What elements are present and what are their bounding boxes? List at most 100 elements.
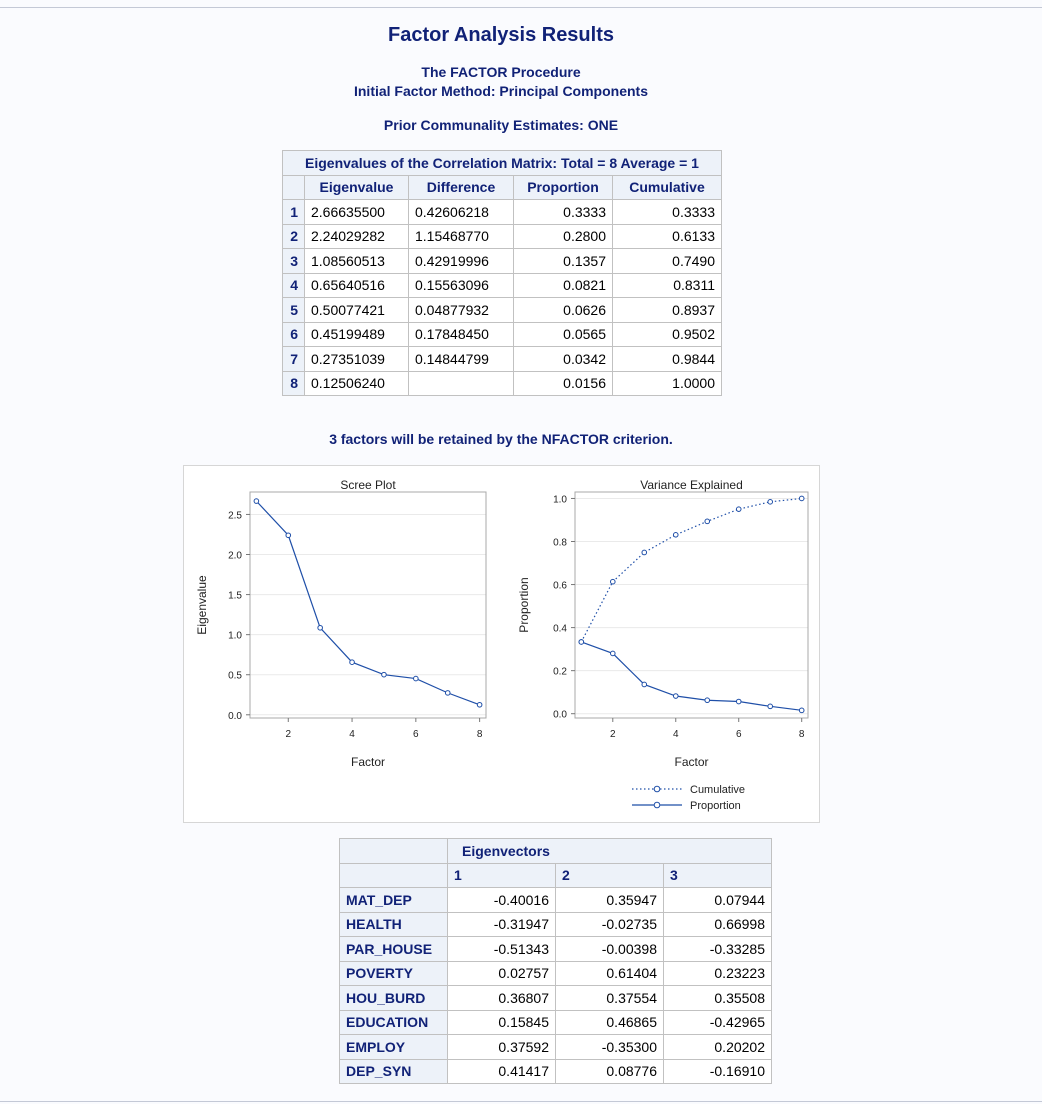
variance-plot-area	[574, 491, 809, 719]
cell-cumulative: 1.0000	[612, 370, 722, 396]
cell-eigenvalue: 0.12506240	[304, 370, 409, 396]
variance-x-tick-label: 4	[673, 729, 679, 740]
cell-factor-1: -0.31947	[447, 911, 556, 937]
cell-factor-3: -0.42965	[663, 1009, 772, 1035]
legend-proportion-label: Proportion	[690, 800, 741, 812]
eigenvectors-table: Eigenvectors 1 2 3 MAT_DEP -0.40016 0.3594…	[339, 838, 772, 1084]
scree-y-tick-label: 1.0	[228, 631, 242, 642]
cell-factor-3: -0.33285	[663, 936, 772, 962]
scree-eigenvalue-point	[349, 659, 355, 665]
col-header-difference: Difference	[408, 174, 514, 200]
cell-proportion: 0.0821	[513, 272, 613, 298]
variable-name: HOU_BURD	[339, 985, 448, 1011]
top-divider	[0, 7, 1042, 8]
factor-plots-svg: Scree Plot 0.0 0.5 1.0 1.5 2.0 2.5 2 4 6 8 Factor Ei…	[195, 478, 809, 812]
cell-factor-3: 0.07944	[663, 887, 772, 913]
variance-cumulative-point	[609, 578, 616, 585]
eigenvalues-corner-cell	[282, 174, 305, 200]
table-row: PAR_HOUSE -0.51343 -0.00398 -0.33285	[339, 936, 772, 962]
variance-proportion-point	[767, 703, 774, 710]
variance-y-axis-label: Proportion	[517, 577, 531, 632]
prior-estimates-title: Prior Communality Estimates: ONE	[383, 117, 619, 133]
variable-name: PAR_HOUSE	[339, 936, 448, 962]
table-row: 2 2.24029282 1.15468770 0.2800 0.6133	[282, 223, 722, 249]
variance-y-tick-label: 0.2	[553, 667, 567, 678]
table-row: 3 1.08560513 0.42919996 0.1357 0.7490	[282, 248, 722, 274]
table-row: DEP_SYN 0.41417 0.08776 -0.16910	[339, 1058, 772, 1084]
scree-y-tick-label: 2.0	[228, 551, 242, 562]
variance-cumulative-point	[767, 499, 774, 505]
variance-proportion-point	[609, 650, 616, 657]
variance-x-tick-label: 8	[799, 729, 805, 740]
scree-x-tick-label: 6	[413, 729, 419, 740]
table-row: EDUCATION 0.15845 0.46865 -0.42965	[339, 1009, 772, 1035]
bottom-divider	[0, 1101, 1042, 1102]
legend-proportion-marker	[653, 801, 661, 809]
cell-difference: 0.04877932	[408, 297, 514, 323]
col-header-cumulative: Cumulative	[612, 174, 722, 200]
cell-factor-2: 0.08776	[555, 1058, 664, 1084]
cell-eigenvalue: 2.24029282	[304, 223, 409, 249]
eigenvectors-corner-cell	[339, 838, 448, 864]
cell-difference: 1.15468770	[408, 223, 514, 249]
row-index: 8	[282, 370, 305, 396]
cell-factor-1: 0.02757	[447, 960, 556, 986]
cell-proportion: 0.0626	[513, 297, 613, 323]
variance-cumulative-line	[580, 497, 802, 643]
cell-factor-2: 0.35947	[555, 887, 664, 913]
table-row: 6 0.45199489 0.17848450 0.0565 0.9502	[282, 321, 722, 347]
variable-name: DEP_SYN	[339, 1058, 448, 1084]
cell-factor-1: 0.37592	[447, 1034, 556, 1060]
variance-proportion-line	[581, 641, 802, 711]
table-row: 4 0.65640516 0.15563096 0.0821 0.8311	[282, 272, 722, 298]
cell-eigenvalue: 2.66635500	[304, 199, 409, 225]
row-index: 3	[282, 248, 305, 274]
cell-cumulative: 0.3333	[612, 199, 722, 225]
cell-cumulative: 0.8311	[612, 272, 722, 298]
variance-cumulative-point	[798, 495, 805, 502]
table-row: HEALTH -0.31947 -0.02735 0.66998	[339, 911, 772, 937]
variance-y-tick-label: 1.0	[553, 494, 567, 505]
scree-x-tick-label: 8	[477, 729, 483, 740]
variance-title: Variance Explained	[640, 478, 743, 492]
cell-proportion: 0.0565	[513, 321, 613, 347]
cell-difference: 0.15563096	[408, 272, 514, 298]
cell-factor-3: 0.35508	[663, 985, 772, 1011]
cell-cumulative: 0.9502	[612, 321, 722, 347]
cell-factor-1: 0.41417	[447, 1058, 556, 1084]
variance-y-tick-label: 0.4	[553, 624, 567, 635]
cell-proportion: 0.2800	[513, 223, 613, 249]
variance-y-tick-label: 0.6	[553, 581, 567, 592]
variance-cumulative-point	[704, 518, 711, 525]
scree-y-tick-label: 0.5	[228, 671, 242, 682]
row-index: 2	[282, 223, 305, 249]
cell-difference: 0.42919996	[408, 248, 514, 274]
col-header-factor-2: 2	[555, 862, 664, 888]
scree-eigenvalue-point	[413, 675, 419, 682]
cell-factor-2: -0.35300	[555, 1034, 664, 1060]
scree-y-axis-label: Eigenvalue	[195, 575, 209, 635]
variance-x-tick-label: 6	[736, 729, 742, 740]
cell-factor-3: 0.23223	[663, 960, 772, 986]
eigenvalues-table: Eigenvalues of the Correlation Matrix: T…	[282, 150, 722, 396]
eigenvectors-corner-cell-2	[339, 862, 448, 888]
scree-eigenvalue-point	[253, 498, 260, 504]
cell-eigenvalue: 1.08560513	[304, 248, 409, 274]
scree-eigenvalue-point	[285, 532, 292, 539]
scree-plot-area	[249, 491, 487, 719]
variance-cumulative-point	[735, 506, 742, 512]
table-row: MAT_DEP -0.40016 0.35947 0.07944	[339, 887, 772, 913]
variance-proportion-point	[578, 639, 585, 645]
variance-y-tick-label: 0.8	[553, 538, 567, 549]
legend-cumulative-marker	[653, 785, 661, 793]
scree-eigenvalue-point	[317, 624, 323, 631]
cell-cumulative: 0.8937	[612, 297, 722, 323]
scree-x-tick-label: 2	[285, 729, 291, 740]
scree-x-tick-label: 4	[349, 729, 355, 740]
factor-plots-panel: Scree Plot 0.0 0.5 1.0 1.5 2.0 2.5 2 4 6 8 Factor Ei…	[183, 465, 820, 823]
cell-factor-2: 0.37554	[555, 985, 664, 1011]
procedure-title: The FACTOR Procedure	[421, 64, 581, 80]
cell-proportion: 0.0156	[513, 370, 613, 396]
variance-x-axis-label: Factor	[674, 755, 708, 769]
cell-difference: 0.42606218	[408, 199, 514, 225]
